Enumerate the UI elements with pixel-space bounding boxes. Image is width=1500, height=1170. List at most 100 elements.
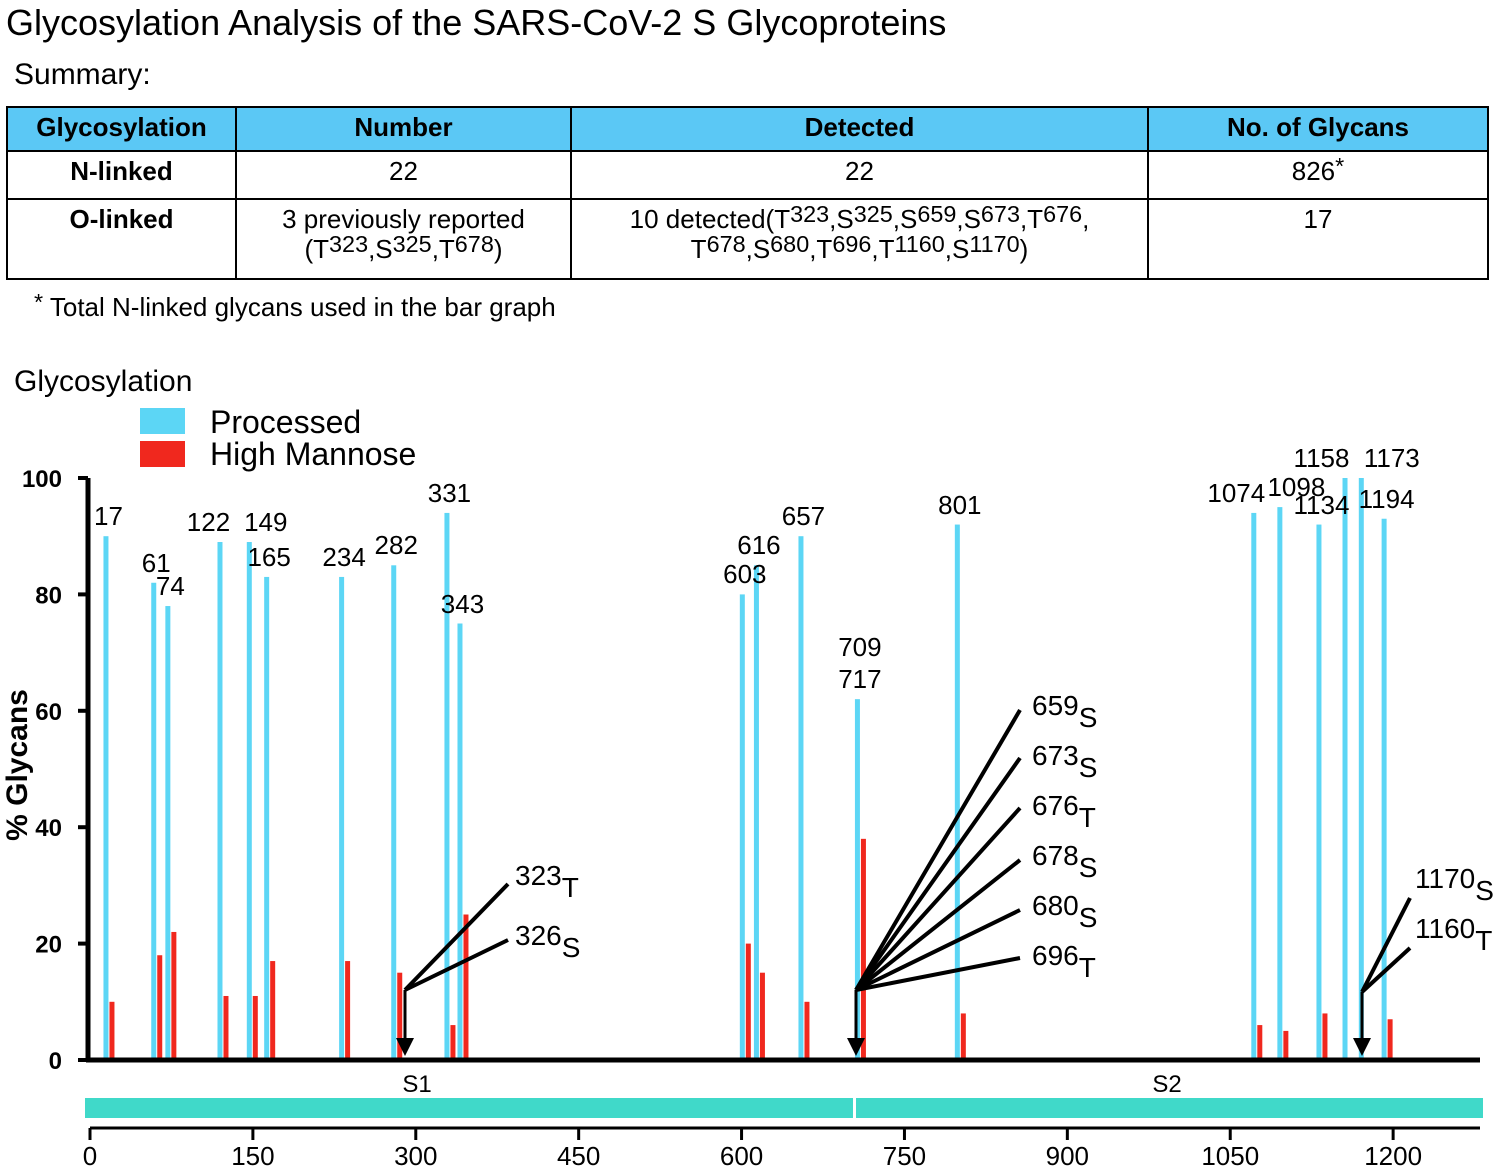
annotation-label: 678S bbox=[1032, 840, 1097, 883]
superscript: 678 bbox=[454, 231, 494, 257]
superscript: * bbox=[34, 289, 44, 315]
table-body: N-linked 22 22 826* O-linked 3 previously rep… bbox=[6, 150, 1489, 280]
header-cell: Glycosylation bbox=[6, 106, 237, 152]
superscript: * bbox=[1335, 153, 1345, 179]
text: 3 previously reported bbox=[282, 204, 525, 234]
text: ) bbox=[493, 234, 503, 264]
x-tick-label: 150 bbox=[231, 1141, 274, 1170]
bar bbox=[450, 1025, 456, 1060]
superscript: 673 bbox=[980, 201, 1020, 227]
bar bbox=[270, 961, 276, 1060]
domain-label: S2 bbox=[1152, 1071, 1181, 1098]
y-tick-label: 80 bbox=[35, 582, 62, 609]
residue: S bbox=[1475, 875, 1494, 906]
annotation-line bbox=[854, 708, 1022, 992]
text: ,S bbox=[944, 234, 970, 264]
table-cell: 17 bbox=[1147, 198, 1489, 280]
header-cell: Number bbox=[235, 106, 572, 152]
annotation-line bbox=[854, 858, 1022, 992]
bar bbox=[252, 995, 258, 1060]
y-tick-label: 20 bbox=[35, 932, 62, 959]
y-tick-label: 0 bbox=[49, 1048, 62, 1075]
arrow-head bbox=[396, 1038, 414, 1056]
bar bbox=[339, 576, 345, 1060]
bar bbox=[151, 582, 157, 1060]
superscript: 696 bbox=[832, 231, 872, 257]
bar bbox=[1322, 1013, 1328, 1060]
bar-label: 61 bbox=[141, 547, 171, 578]
arrow-head bbox=[1353, 1038, 1371, 1056]
bar bbox=[457, 623, 463, 1060]
table-row: N-linked 22 22 826* bbox=[6, 150, 1489, 200]
table-cell: 22 bbox=[570, 150, 1149, 200]
annotation-line bbox=[855, 956, 1021, 992]
table-cell: 826* bbox=[1147, 150, 1489, 200]
bar-label: 1134 bbox=[1293, 489, 1350, 520]
summary-label: Summary: bbox=[14, 58, 151, 91]
bar-label: 74 bbox=[155, 571, 185, 602]
bar bbox=[103, 536, 109, 1060]
cell-line: T678,S680,T696,T1160,S1170) bbox=[578, 231, 1141, 264]
bar-label: 122 bbox=[186, 507, 231, 538]
text: ,T bbox=[431, 234, 455, 264]
annotation-line bbox=[855, 908, 1021, 992]
bar-label: 657 bbox=[781, 501, 826, 532]
x-tick-label: 300 bbox=[394, 1141, 437, 1170]
bar bbox=[397, 972, 403, 1060]
cell-line: 10 detected(T323,S325,S659,S673,T676, bbox=[578, 201, 1141, 234]
text: ,S bbox=[829, 204, 854, 234]
text: (T bbox=[304, 234, 330, 264]
text: ,T bbox=[1019, 204, 1044, 234]
x-tick-label: 900 bbox=[1046, 1141, 1089, 1170]
x-tick-label: 750 bbox=[883, 1141, 926, 1170]
x-tick-label: 0 bbox=[83, 1141, 97, 1170]
annotation-label: 323T bbox=[515, 860, 579, 903]
y-tick-label: 100 bbox=[22, 466, 62, 493]
page-title: Glycosylation Analysis of the SARS-CoV-2… bbox=[6, 2, 947, 43]
superscript: 1170 bbox=[969, 231, 1020, 257]
legend-label: High Mannose bbox=[210, 436, 416, 472]
text: 826 bbox=[1291, 156, 1336, 186]
x-tick-label: 600 bbox=[720, 1141, 763, 1170]
bar bbox=[345, 961, 351, 1060]
bar bbox=[157, 955, 163, 1060]
text: Total N-linked glycans used in the bar g… bbox=[43, 292, 556, 322]
bar bbox=[1257, 1025, 1263, 1060]
annotation-line bbox=[1360, 946, 1412, 994]
bar bbox=[804, 1001, 810, 1060]
bar-label: 17 bbox=[93, 501, 123, 532]
annotation-label: 1170S bbox=[1415, 863, 1494, 906]
superscript: 323 bbox=[329, 231, 369, 257]
bar-label: 1173 bbox=[1363, 443, 1420, 473]
bar bbox=[960, 1013, 966, 1060]
bar bbox=[109, 1001, 115, 1060]
bar-label: 149 bbox=[244, 507, 288, 538]
table-cell: 22 bbox=[235, 150, 572, 200]
residue: S bbox=[1079, 902, 1098, 933]
annotation-label: 696T bbox=[1032, 940, 1096, 983]
bar-label: 709 717 bbox=[838, 632, 882, 695]
residue: S bbox=[1079, 852, 1098, 883]
bar bbox=[1381, 518, 1387, 1060]
table-cell: 3 previously reported (T323,S325,T678) bbox=[235, 198, 572, 280]
text: ,S bbox=[892, 204, 918, 234]
x-tick-label: 1200 bbox=[1364, 1141, 1422, 1170]
bar-label: 282 bbox=[374, 530, 418, 561]
table-cell: O-linked bbox=[6, 198, 237, 280]
residue: T bbox=[1079, 952, 1096, 983]
annotation-label: 680S bbox=[1032, 890, 1097, 933]
site: 1170 bbox=[1415, 863, 1475, 894]
bar-label: 1098 bbox=[1267, 472, 1326, 503]
bar bbox=[264, 576, 270, 1060]
bar bbox=[391, 565, 397, 1060]
cell-line: 3 previously reported bbox=[243, 204, 564, 234]
superscript: 659 bbox=[917, 201, 957, 227]
annotation-line bbox=[854, 756, 1022, 992]
summary-table: Glycosylation Number Detected No. of Glycan… bbox=[6, 106, 1489, 280]
bar bbox=[854, 699, 860, 1060]
bar-label: 234 bbox=[322, 541, 366, 572]
bar bbox=[753, 565, 759, 1060]
table-row: O-linked 3 previously reported (T323,S325,… bbox=[6, 198, 1489, 280]
